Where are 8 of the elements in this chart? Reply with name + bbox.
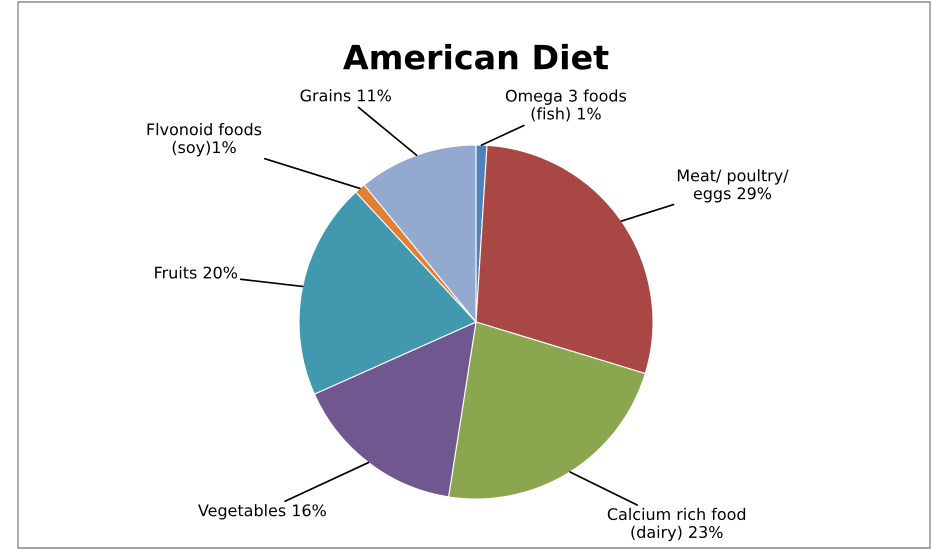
chart-title: American Diet: [343, 44, 608, 70]
slice-label: Flvonoid foods (soy)1%: [148, 123, 262, 156]
slice-label: Vegetables 16%: [198, 504, 326, 520]
slice-label: Grains 11%: [300, 89, 391, 102]
slice-label: Meat/ poultry/ eggs 29%: [678, 169, 789, 202]
slice-label: Calcium rich food (dairy) 23%: [608, 508, 746, 542]
slice-label: Omega 3 foods (fish) 1%: [506, 89, 626, 122]
slice-label: Fruits 20%: [155, 266, 238, 279]
